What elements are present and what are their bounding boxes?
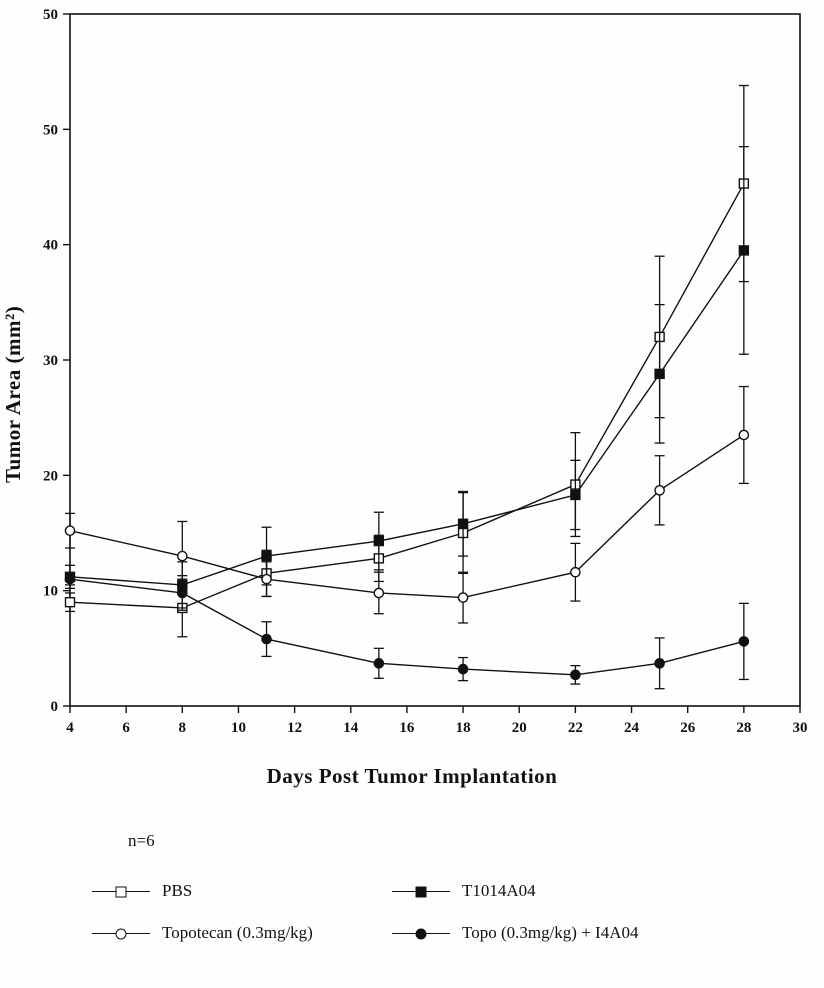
svg-text:20: 20 [512,720,527,736]
legend-label-t1014a04: T1014A04 [462,881,536,900]
y-axis-label: Tumor Area (mm²) [1,305,25,483]
legend-item-topo-combo: Topo (0.3mg/kg) + I4A04 [392,923,824,943]
x-axis-label: Days Post Tumor Implantation [266,764,558,788]
svg-text:12: 12 [287,720,302,736]
svg-text:16: 16 [399,720,415,736]
svg-text:28: 28 [736,720,751,736]
svg-text:14: 14 [343,720,359,736]
svg-text:30: 30 [43,353,58,369]
filled-circle-marker-icon [415,928,427,939]
legend: PBS T1014A04 Topotecan (0.3mg/kg) Topo (… [92,881,824,943]
svg-text:50: 50 [43,122,58,138]
legend-label-topo-combo: Topo (0.3mg/kg) + I4A04 [462,923,639,942]
svg-text:24: 24 [624,720,640,736]
svg-text:4: 4 [66,720,74,736]
svg-text:50: 50 [43,7,58,23]
svg-text:22: 22 [568,720,583,736]
legend-item-t1014a04: T1014A04 [392,881,824,901]
svg-text:40: 40 [43,238,58,254]
svg-text:30: 30 [793,720,808,736]
legend-item-topotecan: Topotecan (0.3mg/kg) [92,923,392,943]
svg-text:26: 26 [680,720,696,736]
svg-text:10: 10 [231,720,246,736]
legend-item-pbs: PBS [92,881,392,901]
plot-area: 4 6 8 10 12 14 16 18 20 22 24 26 28 30 0 10 20 30 40 50 50 T… [1,7,808,736]
tumor-plot-svg: 4 6 8 10 12 14 16 18 20 22 24 26 28 30 0 10 20 30 40 50 50 [43,7,808,736]
open-square-marker-icon [115,886,127,897]
legend-label-pbs: PBS [162,881,193,900]
open-circle-marker-icon [115,928,127,939]
svg-text:8: 8 [179,720,187,736]
svg-text:6: 6 [122,720,130,736]
svg-text:18: 18 [456,720,471,736]
svg-text:10: 10 [43,584,58,600]
svg-text:0: 0 [51,699,59,715]
filled-square-marker-icon [415,886,427,897]
svg-text:20: 20 [43,468,58,484]
legend-label-topotecan: Topotecan (0.3mg/kg) [162,923,313,942]
sample-size-note: n=6 [128,831,155,850]
